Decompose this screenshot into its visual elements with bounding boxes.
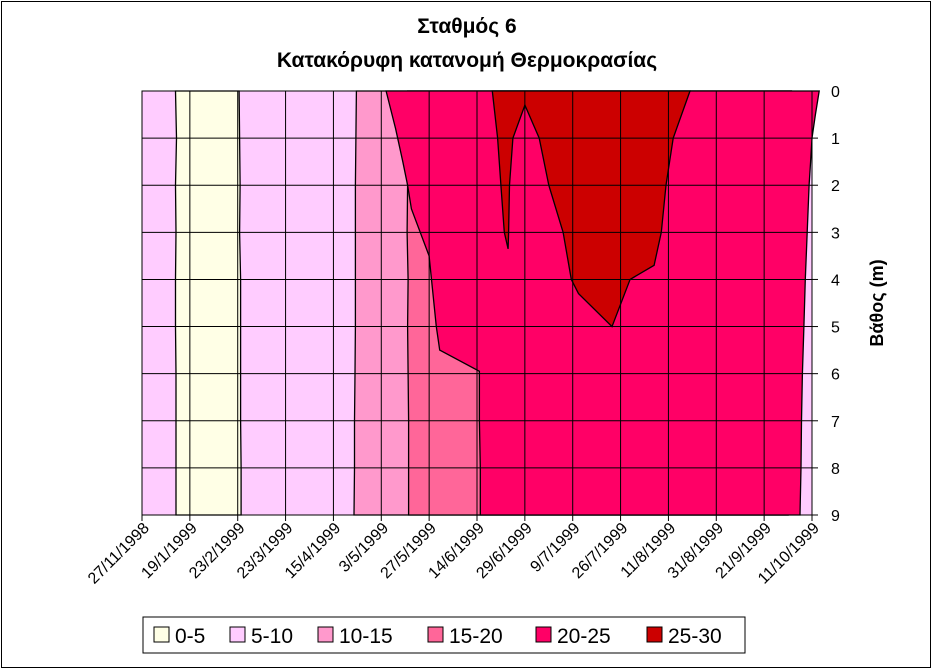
legend-label: 5-10 — [251, 625, 293, 648]
legend-label: 20-25 — [557, 625, 611, 648]
y-tick-label: 3 — [831, 225, 840, 242]
legend-swatch — [317, 626, 334, 643]
y-axis: 0 1 2 3 4 5 6 7 8 9 — [812, 84, 840, 525]
y-tick-label: 8 — [831, 461, 840, 478]
y-tick-label: 6 — [831, 367, 840, 384]
band-25-30 — [491, 90, 691, 328]
y-tick-label: 7 — [831, 414, 840, 431]
legend-swatch — [535, 626, 552, 643]
x-axis: 27/11/199819/1/199923/2/199923/3/199915/… — [85, 515, 823, 588]
legend-label: 10-15 — [339, 625, 393, 648]
y-tick-label: 5 — [831, 320, 840, 337]
legend-label: 15-20 — [449, 625, 503, 648]
chart-title: Σταθμός 6 — [417, 15, 516, 38]
legend-swatch — [427, 626, 444, 643]
legend: 0-5 5-10 10-15 15-20 20-25 25-30 — [142, 616, 746, 654]
legend-label: 25-30 — [668, 625, 722, 648]
y-tick-label: 4 — [831, 272, 840, 289]
y-axis-label: Βάθος (m) — [867, 259, 887, 346]
x-tick-label: 27/11/1998 — [85, 520, 153, 588]
y-tick-label: 1 — [831, 131, 840, 148]
legend-swatch — [153, 626, 170, 643]
chart-subtitle: Κατακόρυφη κατανομή Θερμοκρασίας — [277, 49, 657, 72]
y-tick-label: 2 — [831, 178, 840, 195]
band-0-5 — [174, 90, 242, 516]
y-tick-label: 0 — [831, 84, 840, 101]
legend-swatch — [229, 626, 246, 643]
legend-label: 0-5 — [175, 625, 205, 648]
legend-swatch — [646, 626, 663, 643]
y-tick-label: 9 — [831, 508, 840, 525]
